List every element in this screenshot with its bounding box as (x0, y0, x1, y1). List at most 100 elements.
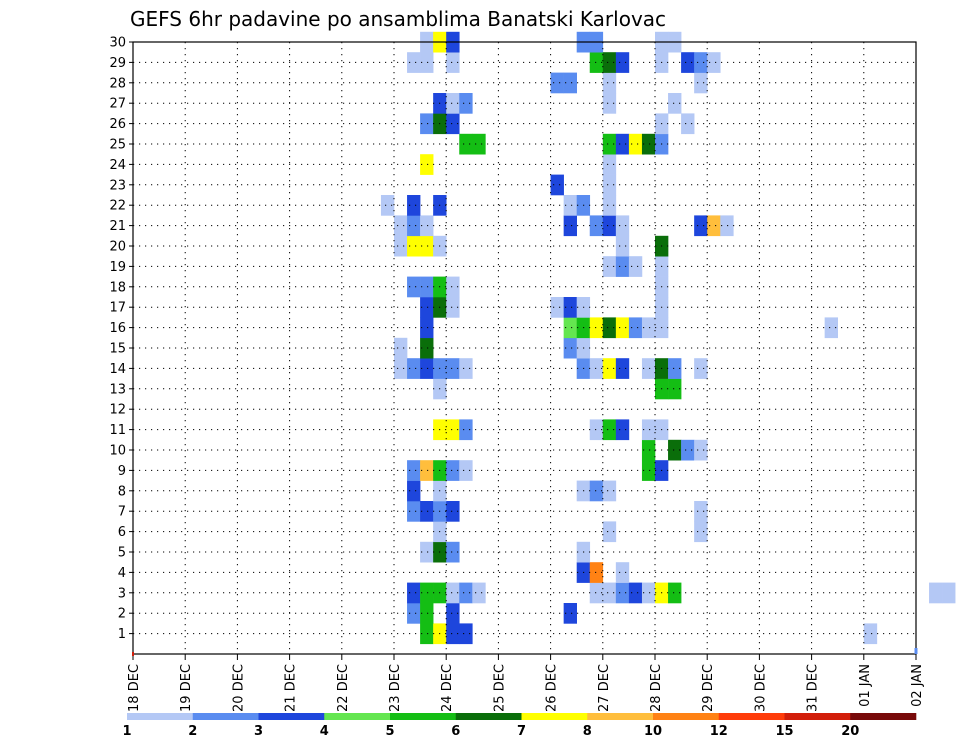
heatmap-cell (407, 582, 421, 604)
heatmap-cell (615, 582, 630, 604)
heatmap-cell (668, 439, 682, 461)
heatmap-cell (694, 358, 708, 379)
y-tick-label: 10 (109, 444, 126, 459)
y-tick-label: 15 (109, 342, 126, 357)
heatmap-cell (641, 582, 656, 604)
y-axis: 1234567891011121314151617181920212223242… (109, 36, 133, 642)
heatmap-cell (589, 317, 604, 339)
heatmap-cell (628, 256, 643, 277)
heatmap-cell (394, 358, 408, 379)
heatmap-cell (394, 337, 408, 359)
x-tick-label: 18 DEC (127, 664, 142, 712)
heatmap-cell (446, 276, 460, 298)
heatmap-cell (707, 52, 721, 73)
heatmap-cell (407, 480, 421, 502)
colorbar-label: 7 (517, 724, 526, 739)
heatmap-cell (420, 317, 434, 339)
heatmap-cell (615, 317, 630, 339)
heatmap-cell (694, 501, 708, 522)
heatmap-cell (668, 93, 682, 114)
x-tick-label: 20 DEC (231, 664, 246, 712)
colorbar-segment (192, 713, 259, 720)
heatmap-cell (380, 195, 395, 216)
heatmap-cell (563, 72, 577, 94)
y-tick-label: 25 (109, 138, 126, 153)
x-tick-label: 28 DEC (649, 664, 664, 712)
chart-title: GEFS 6hr padavine po ansamblima Banatski… (130, 7, 666, 31)
heatmap-cell (446, 501, 460, 522)
heatmap-cell (641, 358, 656, 379)
heatmap-cell (615, 215, 630, 237)
heatmap-cell (641, 133, 656, 155)
heatmap-cell (589, 480, 604, 502)
heatmap-cell (407, 195, 421, 216)
y-tick-label: 26 (109, 117, 126, 132)
y-tick-label: 11 (109, 423, 126, 438)
x-tick-label: 31 DEC (806, 664, 821, 712)
heatmap-cell (615, 52, 630, 73)
y-tick-label: 14 (109, 362, 126, 377)
y-tick-label: 28 (109, 76, 126, 91)
colorbar-segment (455, 713, 522, 720)
heatmap-cell (602, 521, 617, 543)
heatmap-cell (602, 133, 617, 155)
heatmap-cell (589, 562, 604, 583)
x-tick-label: 30 DEC (753, 664, 768, 712)
y-tick-label: 9 (118, 464, 126, 479)
heatmap-cell (615, 562, 630, 583)
heatmap-cell (589, 358, 604, 379)
heatmap-cell (602, 154, 617, 175)
y-tick-label: 17 (109, 301, 126, 316)
heatmap-cell (589, 419, 604, 441)
heatmap-cell (420, 337, 434, 359)
y-tick-label: 12 (109, 403, 126, 418)
heatmap-cell (446, 582, 460, 604)
heatmap-cell (394, 215, 408, 237)
heatmap-cell (420, 215, 434, 237)
colorbar-segment (390, 713, 457, 720)
x-tick-label: 29 DEC (701, 664, 716, 712)
colorbar-label: 6 (451, 724, 460, 739)
heatmap-cell (615, 419, 630, 441)
colorbar-segment (653, 713, 720, 720)
x-tick-label: 01 JAN (858, 664, 873, 707)
heatmap-cell (446, 623, 460, 645)
heatmap-cell (459, 93, 473, 114)
x-tick-label: 02 JAN (910, 664, 925, 707)
y-tick-label: 6 (118, 525, 126, 540)
heatmap-cell (420, 501, 434, 522)
heatmap-cells (380, 31, 956, 645)
colorbar-segment (587, 713, 654, 720)
heatmap-cell (602, 93, 617, 114)
colorbar-segment (521, 713, 588, 720)
heatmap-cell (602, 358, 617, 379)
heatmap-cell (615, 133, 630, 155)
heatmap-cell (407, 52, 421, 73)
colorbar-label: 10 (644, 724, 662, 739)
heatmap-cell (929, 582, 943, 604)
y-tick-label: 16 (109, 321, 126, 336)
heatmap-cell (459, 623, 473, 645)
heatmap-cell (681, 439, 695, 461)
x-tick-label: 23 DEC (388, 664, 403, 712)
x-tick-label: 27 DEC (597, 664, 612, 712)
y-tick-label: 1 (118, 627, 126, 642)
heatmap-cell (707, 215, 721, 237)
heatmap-cell (459, 460, 473, 481)
heatmap-cell (628, 317, 643, 339)
heatmap-cell (446, 93, 460, 114)
heatmap-cell (668, 582, 682, 604)
plot-frame (132, 41, 917, 655)
x-axis: 18 DEC 19 DEC 20 DEC 21 DEC 22 DEC 23 DEC 24 D… (127, 648, 925, 712)
heatmap-cell (420, 541, 434, 563)
heatmap-cell (407, 460, 421, 481)
heatmap-cell (641, 439, 656, 461)
heatmap-cell (668, 378, 682, 400)
heatmap-cell (589, 215, 604, 237)
y-tick-label: 8 (118, 484, 126, 499)
heatmap-cell (420, 623, 434, 645)
colorbar-segment (850, 713, 917, 720)
y-tick-label: 18 (109, 280, 126, 295)
heatmap-cell (420, 154, 434, 175)
